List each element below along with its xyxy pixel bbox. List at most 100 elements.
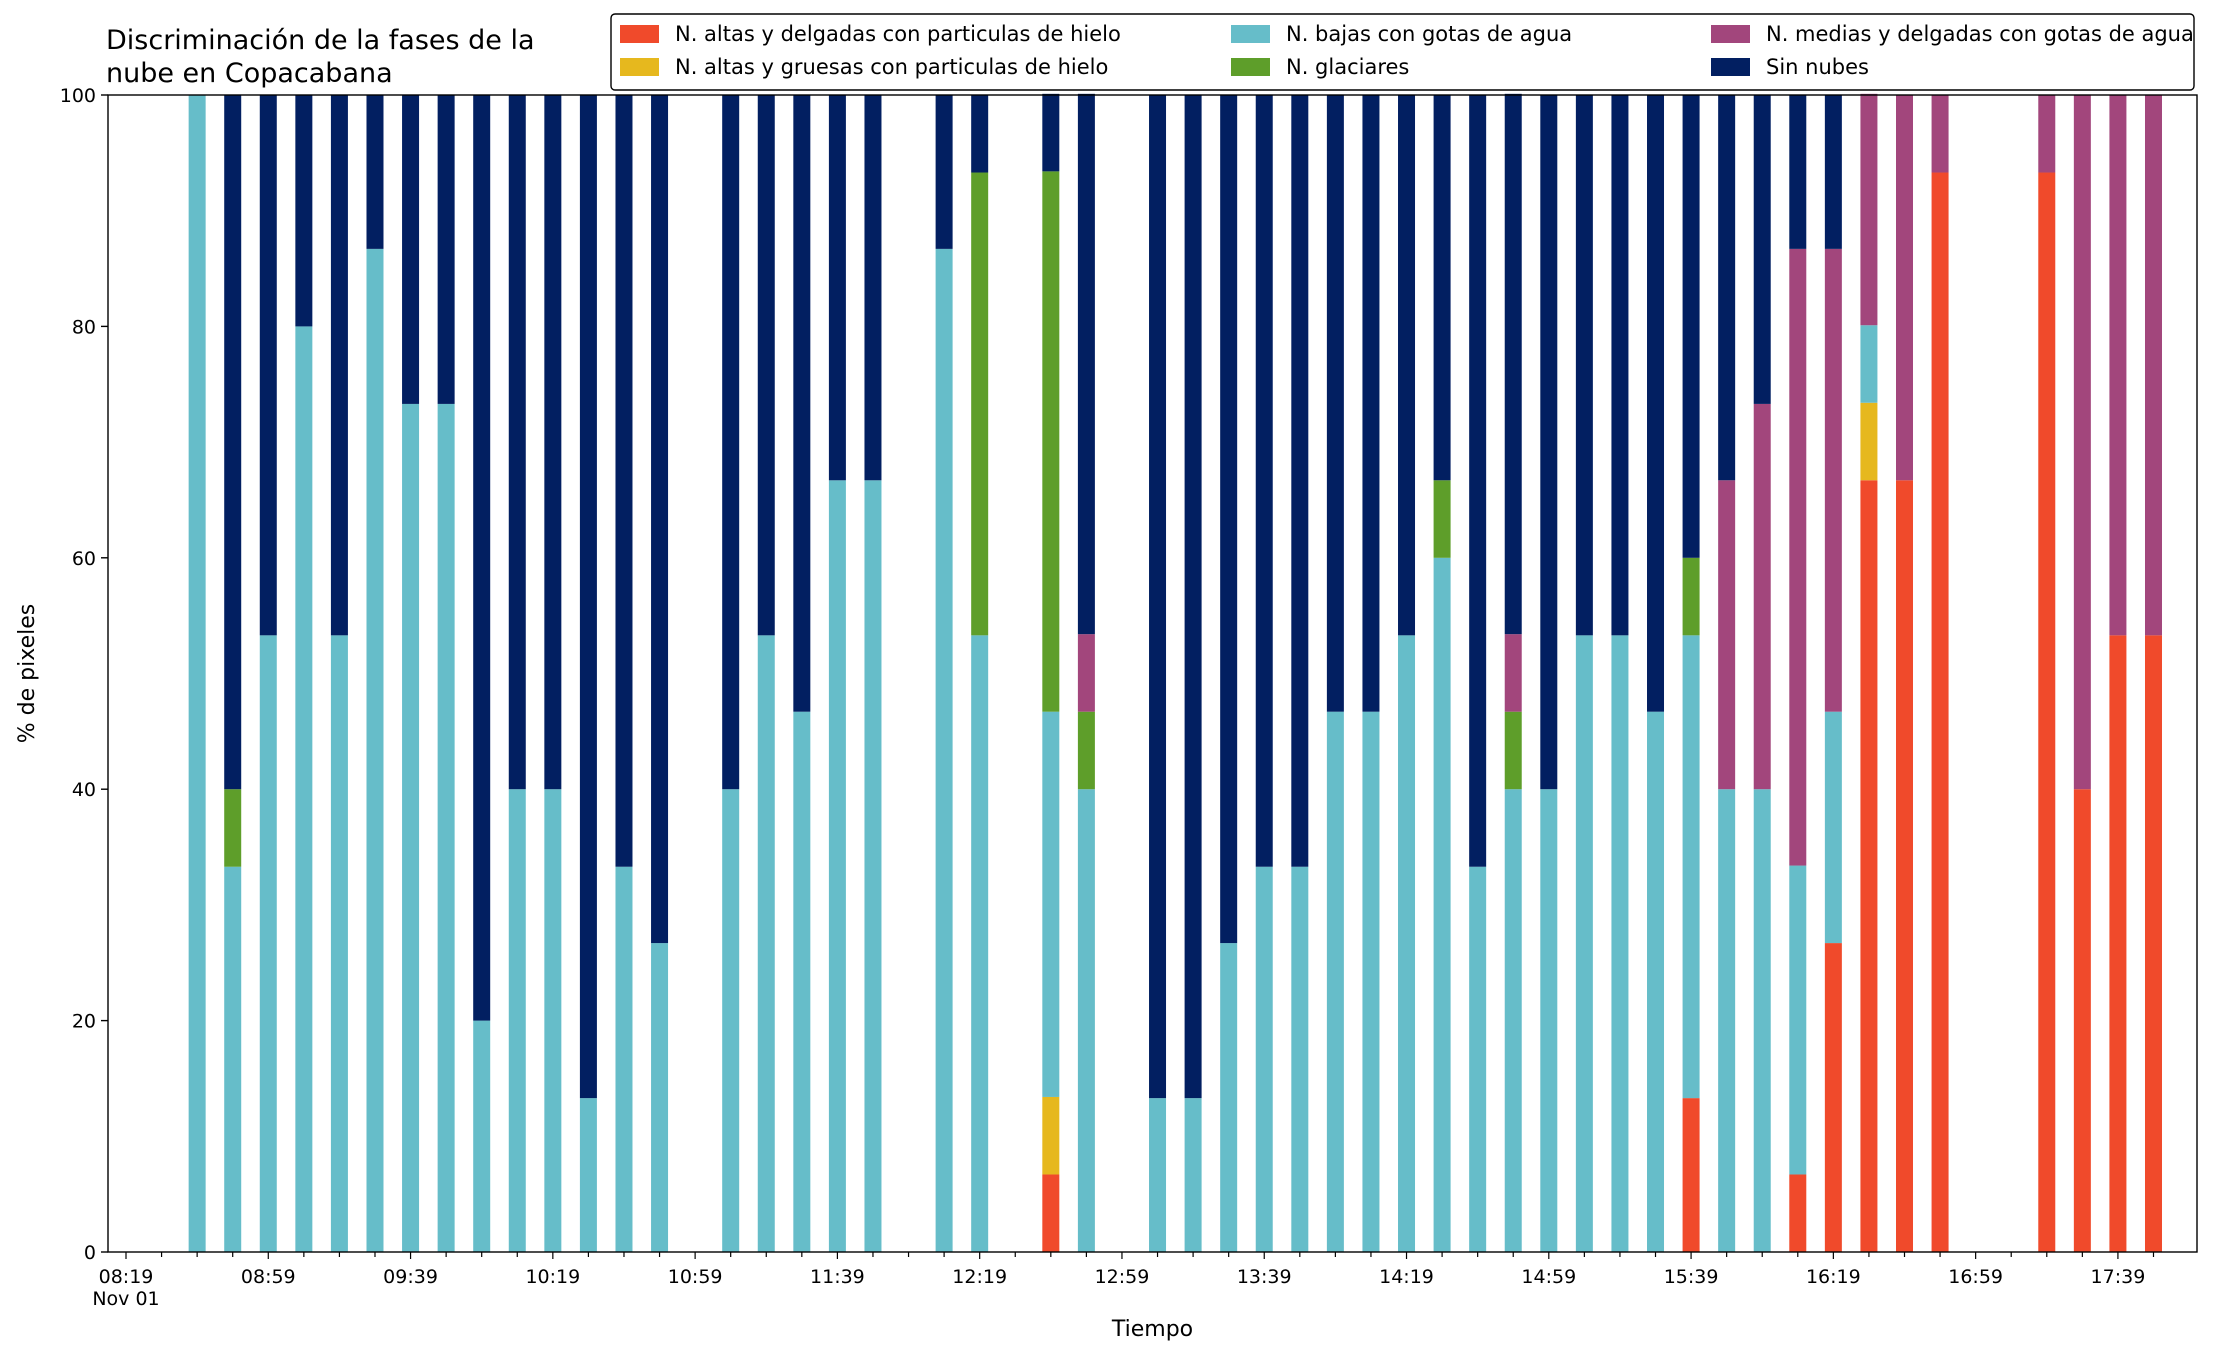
bar-segment: [1611, 635, 1629, 1252]
bar-segment: [722, 95, 740, 790]
bar-segment: [651, 943, 669, 1252]
bar-segment: [1753, 95, 1771, 404]
bar-segment: [1220, 943, 1238, 1252]
bar-segment: [1077, 634, 1095, 712]
bar-segment: [757, 95, 775, 636]
plot-frame: [107, 94, 2198, 1253]
bar-segment: [1042, 1174, 1060, 1252]
bar-segment: [1433, 557, 1451, 1252]
legend-label: N. medias y delgadas con gotas de agua: [1766, 22, 2194, 46]
bar-segment: [259, 95, 277, 636]
bar-segment: [224, 866, 242, 1252]
bar-segment: [2144, 95, 2162, 636]
bar-segment: [1682, 1098, 1700, 1252]
x-tick-label: 17:39: [2091, 1266, 2146, 1288]
bar-segment: [1184, 95, 1202, 1099]
x-tick-label: 13:39: [1237, 1266, 1292, 1288]
x-tick-label: Nov 01: [92, 1288, 159, 1310]
legend-label: N. glaciares: [1286, 55, 1409, 79]
bar-segment: [1824, 711, 1842, 944]
legend-swatch: [1711, 58, 1750, 76]
bar-segment: [1255, 866, 1273, 1252]
legend-swatch: [1231, 25, 1270, 43]
bar-segment: [544, 789, 562, 1252]
x-tick-label: 12:59: [1095, 1266, 1150, 1288]
bar-segment: [1647, 95, 1665, 712]
bar-segment: [1824, 943, 1842, 1252]
bar-segment: [1540, 789, 1558, 1252]
bar-segment: [1149, 95, 1167, 1099]
bar-segment: [1220, 95, 1238, 944]
bar-segment: [971, 95, 989, 173]
bar-segment: [437, 403, 455, 1252]
legend-label: Sin nubes: [1766, 55, 1869, 79]
bar-segment: [793, 95, 811, 712]
bar-segment: [935, 248, 953, 1252]
bar-segment: [864, 95, 882, 481]
bar-segment: [1824, 248, 1842, 712]
bar-segment: [508, 95, 526, 790]
bar-segment: [1718, 95, 1736, 481]
bar-segment: [188, 95, 206, 1252]
legend-swatch: [620, 25, 659, 43]
bar-segment: [1469, 95, 1487, 867]
bar-segment: [330, 635, 348, 1252]
bar-segment: [1077, 93, 1095, 635]
bar-segment: [402, 403, 420, 1252]
x-tick-label: 11:39: [810, 1266, 865, 1288]
x-tick-label: 14:59: [1521, 1266, 1576, 1288]
bar-segment: [1931, 172, 1949, 1252]
bar-segment: [1931, 95, 1949, 173]
bar-segment: [1042, 93, 1060, 172]
legend-swatch: [1711, 25, 1750, 43]
bar-segment: [1184, 1098, 1202, 1252]
bar-segment: [1504, 634, 1522, 712]
bar-segment: [1682, 557, 1700, 636]
bar-segment: [2109, 635, 2127, 1252]
legend-swatch: [620, 58, 659, 76]
x-tick-label: 15:39: [1664, 1266, 1719, 1288]
bar-segment: [1682, 635, 1700, 1099]
bar-segment: [1575, 635, 1593, 1252]
x-tick-label: 16:19: [1806, 1266, 1861, 1288]
legend: N. altas y delgadas con particulas de hi…: [610, 13, 2195, 91]
bar-segment: [1540, 95, 1558, 790]
bar-segment: [1504, 93, 1522, 635]
y-tick-label: 0: [84, 1242, 96, 1264]
bar-segment: [651, 95, 669, 944]
bar-segment: [1753, 403, 1771, 790]
bars-layer: [188, 93, 2162, 1252]
x-tick-label: 12:19: [952, 1266, 1007, 1288]
bar-segment: [330, 95, 348, 636]
bar-segment: [366, 95, 384, 249]
bar-segment: [1789, 248, 1807, 866]
x-tick-label: 10:19: [525, 1266, 580, 1288]
bar-segment: [793, 711, 811, 1252]
y-tick-label: 100: [60, 85, 96, 107]
bar-segment: [2073, 789, 2091, 1252]
bar-segment: [1042, 711, 1060, 1097]
title-line: nube en Copacabana: [106, 58, 393, 89]
bar-segment: [508, 789, 526, 1252]
bar-segment: [2038, 172, 2056, 1252]
bar-segment: [971, 172, 989, 636]
bar-segment: [1647, 711, 1665, 1252]
x-tick-label: 09:39: [383, 1266, 438, 1288]
bar-segment: [1860, 480, 1878, 1252]
bar-segment: [864, 480, 882, 1252]
bar-segment: [2144, 635, 2162, 1252]
bar-segment: [473, 1020, 491, 1252]
bar-segment: [2109, 95, 2127, 636]
bar-segment: [1789, 95, 1807, 249]
y-tick-label: 40: [72, 779, 96, 801]
bar-segment: [828, 480, 846, 1252]
bar-segment: [757, 635, 775, 1252]
bar-segment: [1896, 480, 1913, 1252]
x-tick-label: 08:59: [241, 1266, 296, 1288]
bar-segment: [2038, 95, 2056, 173]
x-tick-label: 10:59: [668, 1266, 723, 1288]
bar-segment: [971, 635, 989, 1252]
bar-segment: [1149, 1098, 1167, 1252]
y-axis-label: % de pixeles: [15, 604, 40, 743]
